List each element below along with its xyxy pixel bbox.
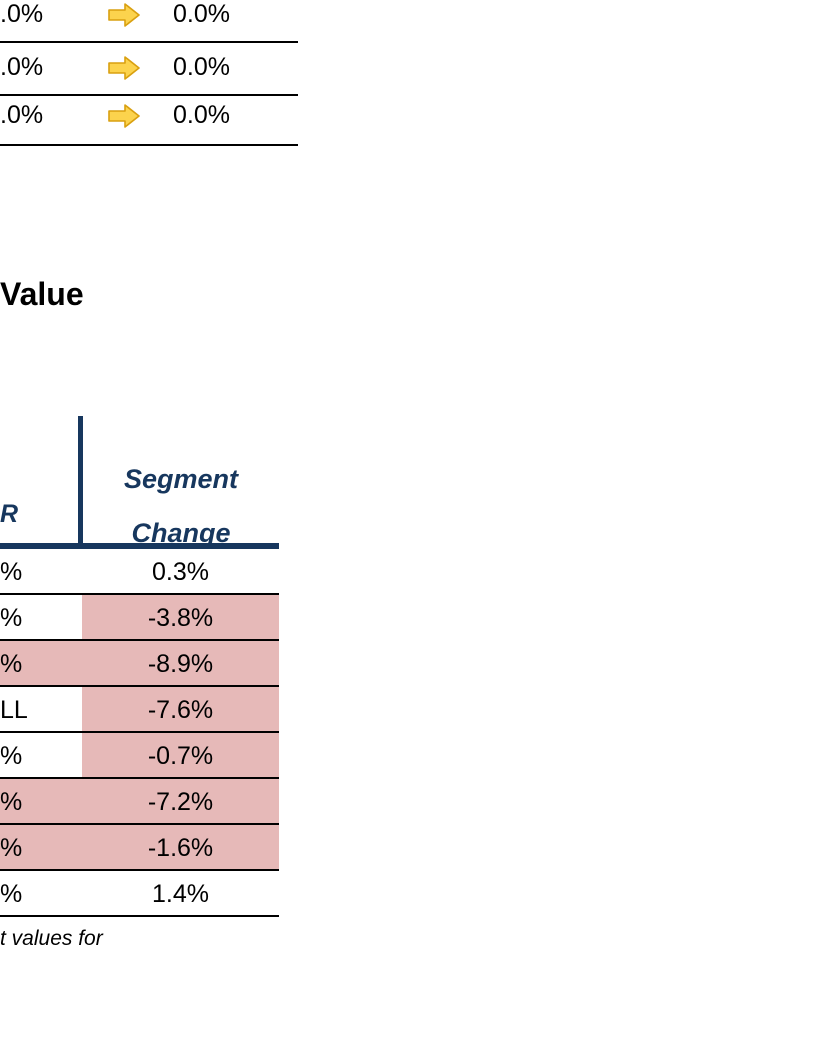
top-table-row: .0% 0.0% xyxy=(0,0,298,46)
top-table-row: .0% 0.0% xyxy=(0,53,298,99)
footnote: t values for xyxy=(0,927,103,950)
top-right-value: 0.0% xyxy=(173,53,230,81)
row-divider xyxy=(0,869,279,871)
top-left-value: .0% xyxy=(0,53,44,81)
header-rule xyxy=(0,543,279,549)
highlight-cell xyxy=(0,641,279,687)
segment-change-cell: -1.6% xyxy=(147,834,214,862)
table-row: % -1.6% xyxy=(0,825,279,871)
segment-change-cell: -3.8% xyxy=(147,604,214,632)
top-right-value: 0.0% xyxy=(173,0,230,28)
row-divider xyxy=(0,915,279,917)
section-title: Value xyxy=(0,276,84,312)
table-row: % -8.9% xyxy=(0,641,279,687)
row-divider xyxy=(0,685,279,687)
table-row: % -0.7% xyxy=(0,733,279,779)
segment-change-cell: -8.9% xyxy=(147,650,214,678)
top-left-value: .0% xyxy=(0,0,44,28)
left-cell: % xyxy=(0,834,23,862)
row-divider xyxy=(0,777,279,779)
table-row: LL -7.6% xyxy=(0,687,279,733)
row-divider xyxy=(0,639,279,641)
left-cell: % xyxy=(0,742,23,770)
top-left-value: .0% xyxy=(0,101,44,129)
highlight-cell xyxy=(82,687,279,733)
header-column-divider xyxy=(78,416,83,546)
top-table-row: .0% 0.0% xyxy=(0,101,298,147)
highlight-cell xyxy=(0,779,279,825)
table-row: % 0.3% xyxy=(0,549,279,595)
top-row-divider xyxy=(0,41,298,43)
row-divider xyxy=(0,823,279,825)
table-row: % 1.4% xyxy=(0,871,279,917)
table-row: % -7.2% xyxy=(0,779,279,825)
left-cell: % xyxy=(0,558,23,586)
segment-header-line1: Segment xyxy=(123,464,239,494)
top-row-divider xyxy=(0,144,298,146)
highlight-cell xyxy=(82,733,279,779)
highlight-cell xyxy=(82,595,279,641)
segment-change-cell: 0.3% xyxy=(152,558,209,586)
top-row-divider xyxy=(0,94,298,96)
left-cell: % xyxy=(0,880,23,908)
highlight-cell xyxy=(0,825,279,871)
header-partial-label: R xyxy=(0,500,19,528)
segment-change-cell: -0.7% xyxy=(147,742,214,770)
left-cell: % xyxy=(0,788,23,816)
row-divider xyxy=(0,731,279,733)
left-cell: % xyxy=(0,604,23,632)
segment-change-cell: 1.4% xyxy=(152,880,209,908)
row-divider xyxy=(0,593,279,595)
table-row: % -3.8% xyxy=(0,595,279,641)
left-cell: LL xyxy=(0,696,28,724)
left-cell: % xyxy=(0,650,23,678)
segment-change-cell: -7.6% xyxy=(147,696,214,724)
right-arrow-icon xyxy=(108,104,140,128)
top-right-value: 0.0% xyxy=(173,101,230,129)
right-arrow-icon xyxy=(108,3,140,27)
right-arrow-icon xyxy=(108,56,140,80)
segment-change-cell: -7.2% xyxy=(147,788,214,816)
